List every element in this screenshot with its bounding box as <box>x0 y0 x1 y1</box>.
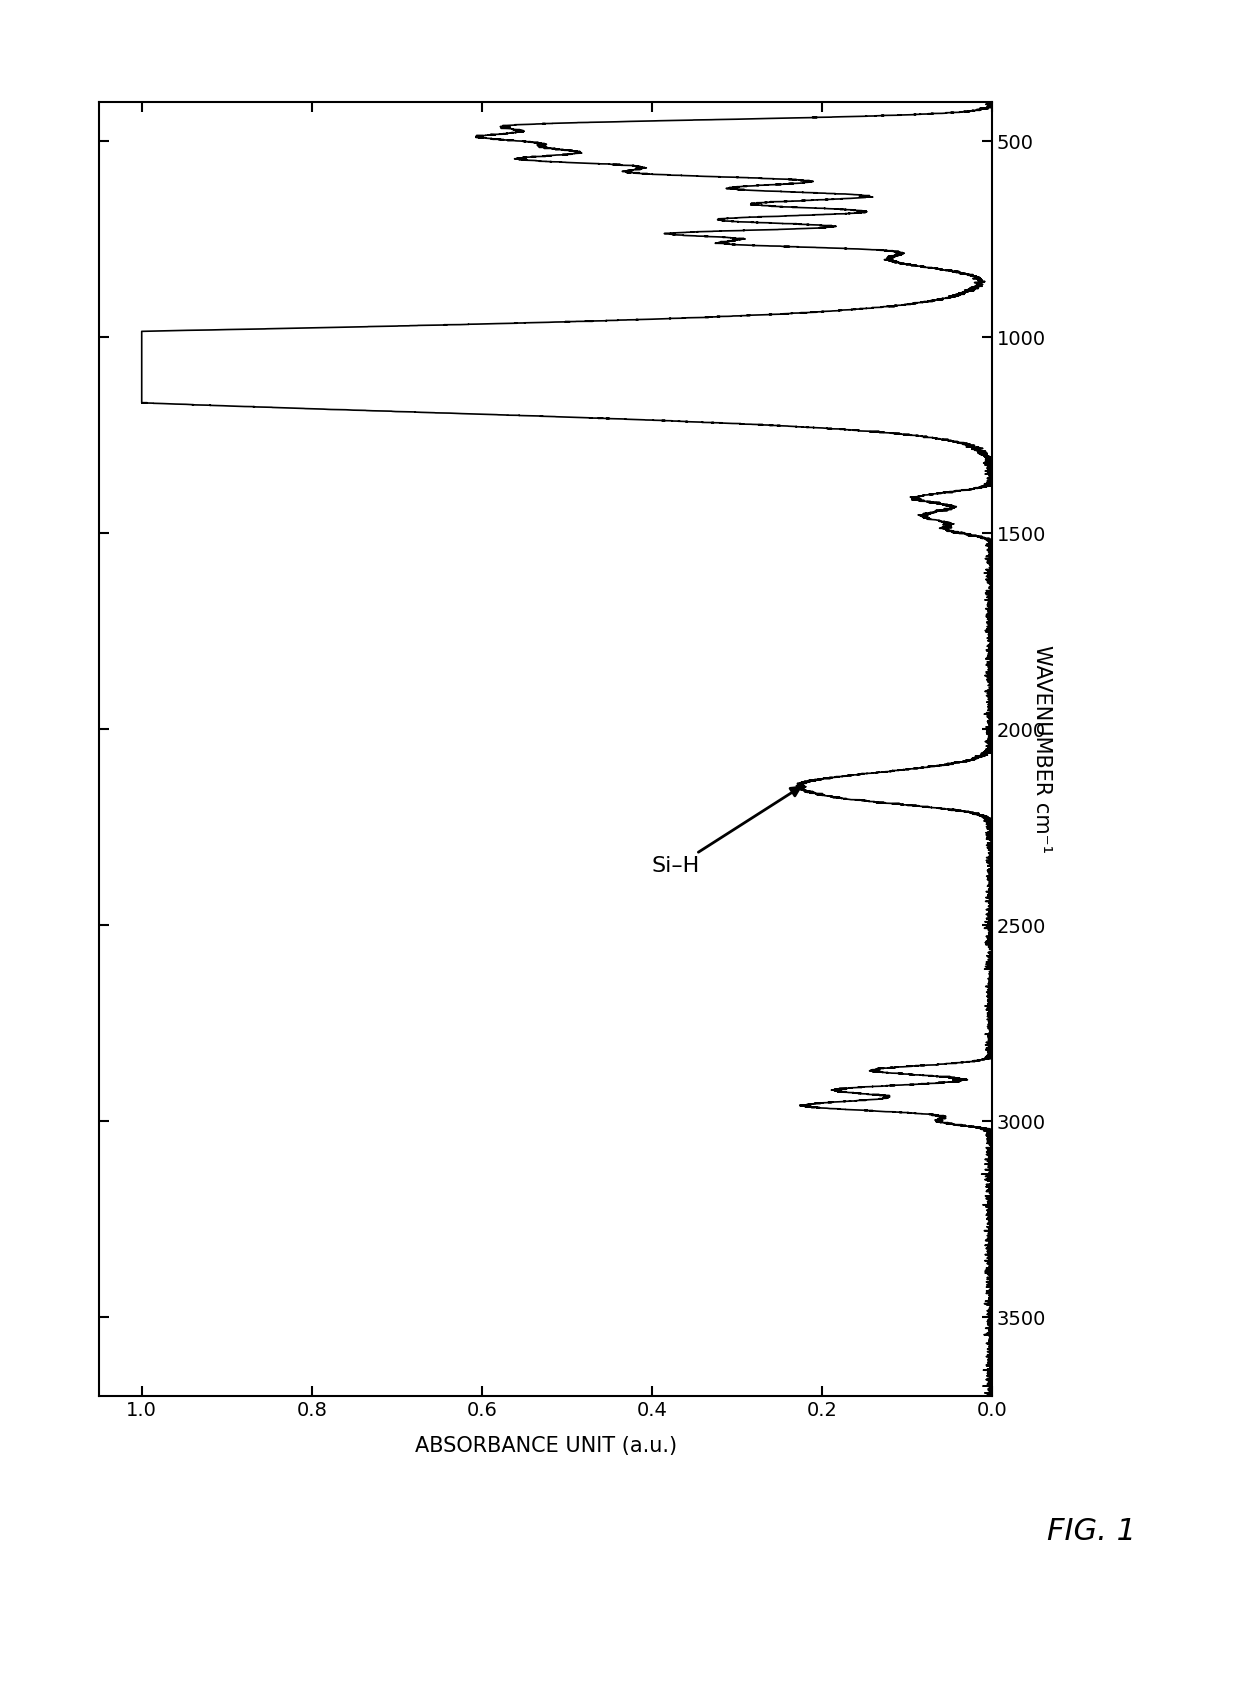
Text: FIG. 1: FIG. 1 <box>1047 1516 1136 1547</box>
Text: Si–H: Si–H <box>652 788 800 877</box>
Text: WAVENUMBER cm⁻¹: WAVENUMBER cm⁻¹ <box>1032 645 1052 853</box>
X-axis label: ABSORBANCE UNIT (a.u.): ABSORBANCE UNIT (a.u.) <box>414 1436 677 1457</box>
